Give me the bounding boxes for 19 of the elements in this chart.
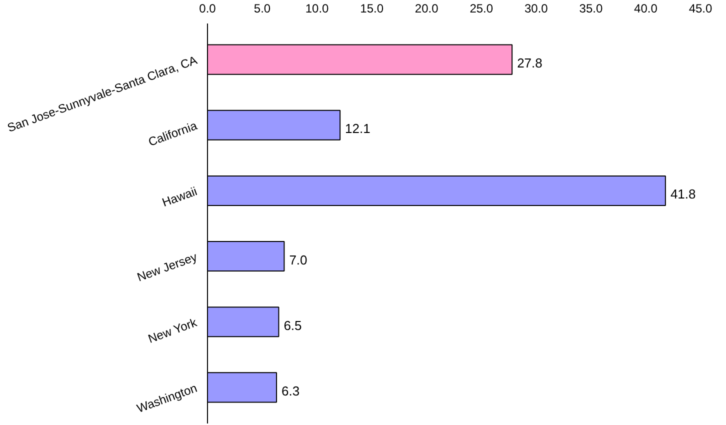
x-tick-label: 35.0 (579, 2, 603, 16)
data-label: 27.8 (517, 56, 542, 71)
x-tick-label: 25.0 (470, 2, 494, 16)
y-tick-label: Hawaii (160, 184, 199, 210)
y-tick-label: New Jersey (135, 250, 199, 284)
data-label: 41.8 (670, 186, 696, 202)
data-label: 6.3 (282, 383, 300, 398)
data-label: 6.5 (284, 318, 302, 333)
data-label: 12.1 (345, 121, 370, 136)
x-tick-label: 5.0 (254, 2, 271, 16)
y-tick-label: New York (146, 315, 200, 346)
x-tick-label: 15.0 (360, 2, 384, 16)
x-tick-label: 20.0 (414, 2, 439, 16)
x-tick-label: 40.0 (634, 2, 658, 16)
x-tick-label: 30.0 (524, 2, 548, 16)
x-tick-label: 45.0 (688, 2, 713, 16)
x-tick-label: 10.0 (305, 2, 330, 16)
data-label: 7.0 (289, 252, 308, 268)
x-tick-label: 0.0 (199, 2, 216, 16)
